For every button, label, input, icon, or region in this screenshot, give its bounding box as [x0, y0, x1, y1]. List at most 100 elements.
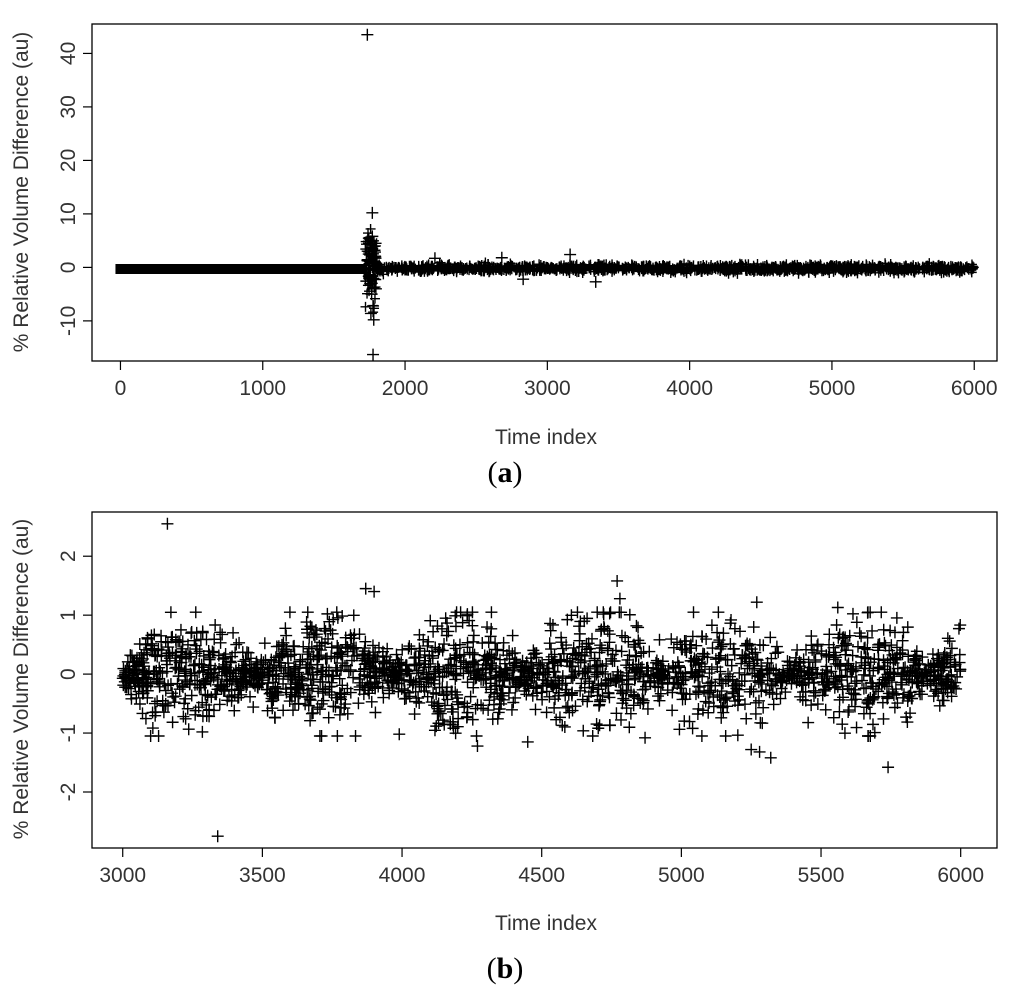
data-point	[761, 263, 772, 274]
data-point	[196, 725, 209, 738]
data-point	[573, 620, 586, 633]
data-point	[536, 673, 549, 686]
data-point	[218, 665, 231, 678]
data-point	[902, 650, 915, 663]
data-point	[567, 641, 580, 654]
data-point	[717, 262, 728, 273]
data-point	[833, 628, 846, 641]
data-point	[850, 675, 863, 688]
data-point	[272, 672, 285, 685]
data-point	[131, 659, 144, 672]
data-point	[547, 665, 560, 678]
data-point	[294, 655, 307, 668]
data-point	[319, 652, 332, 665]
data-point	[781, 659, 794, 672]
data-point	[469, 262, 480, 273]
data-point	[608, 674, 621, 687]
data-point	[408, 658, 421, 671]
data-point	[902, 673, 915, 686]
data-point	[594, 639, 607, 652]
data-point	[851, 640, 864, 653]
panel-b: 3000 3500 4000 4500 5000 5500 6000 -2 -1 0 1 2 Time…	[10, 511, 998, 985]
data-point	[139, 666, 152, 679]
data-point	[577, 724, 590, 737]
x-tick-label: 3000	[99, 864, 146, 887]
data-point	[307, 673, 320, 686]
data-point	[830, 651, 843, 664]
data-point	[838, 727, 851, 740]
data-point	[781, 259, 792, 270]
data-point	[743, 259, 754, 270]
data-point	[450, 692, 463, 705]
data-point-outlier	[611, 574, 624, 587]
data-point	[228, 704, 241, 717]
data-point	[464, 690, 477, 703]
y-tick-label: 20	[57, 149, 80, 172]
data-point	[258, 637, 271, 650]
data-point	[721, 653, 734, 666]
data-point	[620, 666, 633, 679]
data-point	[311, 642, 324, 655]
data-point	[819, 703, 832, 716]
data-point	[537, 262, 548, 273]
data-point	[185, 627, 198, 640]
data-point	[305, 640, 318, 653]
data-point	[269, 651, 282, 664]
data-point	[176, 642, 189, 655]
data-point	[559, 262, 570, 273]
data-point	[643, 645, 656, 658]
data-point	[641, 661, 654, 674]
data-point	[349, 730, 362, 742]
data-point	[311, 651, 324, 664]
data-point	[844, 663, 857, 676]
data-point	[333, 708, 346, 721]
data-point	[611, 665, 624, 678]
data-point	[690, 639, 703, 652]
data-point	[183, 677, 196, 690]
data-point	[185, 669, 198, 682]
data-point	[641, 260, 652, 271]
data-point	[382, 677, 395, 690]
data-point	[868, 726, 881, 739]
data-point	[703, 667, 716, 680]
data-point	[197, 675, 210, 688]
data-point	[673, 723, 686, 736]
data-point	[731, 729, 744, 742]
data-point	[715, 640, 728, 653]
data-point	[595, 642, 608, 654]
data-point	[643, 674, 656, 687]
data-point	[425, 696, 438, 709]
data-point	[353, 628, 366, 641]
data-point	[430, 688, 443, 701]
data-point	[268, 711, 281, 724]
data-point	[207, 704, 220, 717]
data-point	[752, 694, 765, 707]
data-point	[654, 687, 667, 700]
data-point	[261, 661, 274, 674]
data-point	[173, 683, 186, 696]
data-point	[315, 665, 328, 678]
data-point	[733, 666, 746, 679]
data-point	[418, 658, 431, 671]
data-point	[403, 640, 416, 653]
data-point	[674, 682, 687, 695]
data-point	[266, 702, 279, 715]
data-point	[450, 649, 463, 662]
data-point	[466, 656, 479, 669]
data-point	[861, 259, 872, 270]
data-point	[326, 669, 339, 682]
data-point	[174, 623, 187, 636]
data-point	[497, 693, 510, 706]
data-point	[629, 650, 642, 663]
y-tick-label: -1	[57, 724, 80, 743]
data-point	[541, 662, 554, 675]
data-point	[556, 719, 569, 732]
data-point	[231, 691, 244, 704]
data-point	[401, 664, 414, 677]
data-point	[764, 631, 777, 644]
data-point	[712, 261, 723, 272]
data-point	[749, 696, 762, 709]
data-point	[363, 678, 376, 691]
data-point	[125, 692, 138, 705]
data-point	[463, 614, 476, 627]
